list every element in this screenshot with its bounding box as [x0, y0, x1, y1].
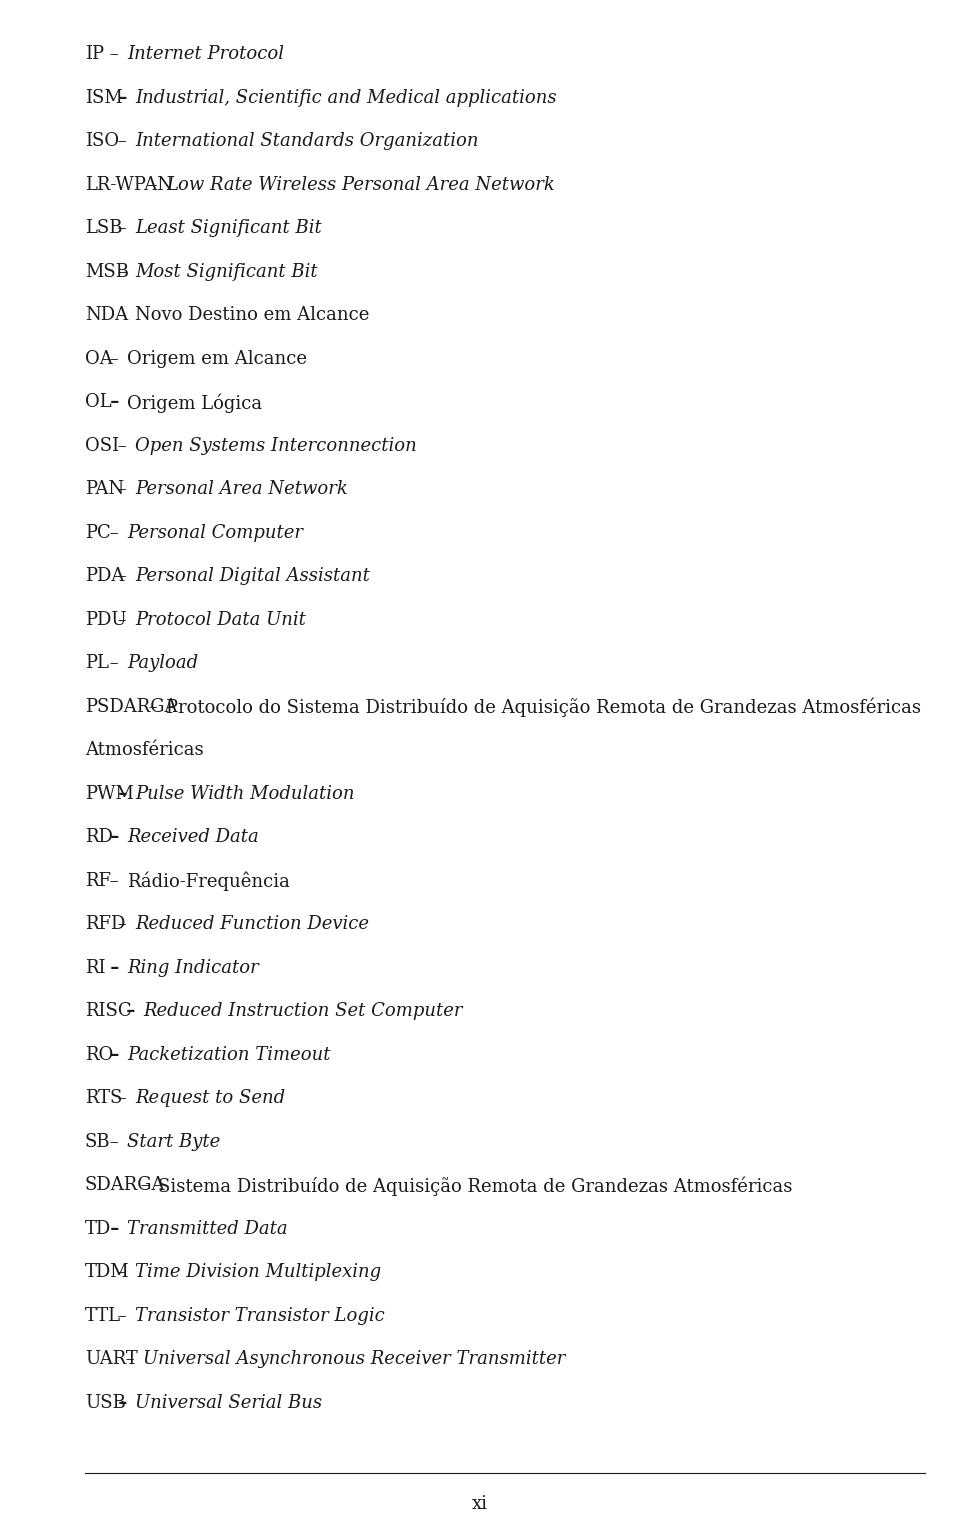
Text: Least Significant Bit: Least Significant Bit [135, 220, 322, 236]
Text: –: – [105, 871, 125, 889]
Text: Rádio-Frequência: Rádio-Frequência [128, 871, 290, 891]
Text: TD: TD [85, 1220, 111, 1238]
Text: TTL: TTL [85, 1306, 121, 1324]
Text: –: – [112, 132, 132, 150]
Text: –: – [112, 436, 132, 454]
Text: PWM: PWM [85, 785, 133, 803]
Text: RO: RO [85, 1045, 113, 1064]
Text: Personal Computer: Personal Computer [128, 524, 303, 541]
Text: Low Rate Wireless Personal Area Network: Low Rate Wireless Personal Area Network [166, 176, 555, 194]
Text: –: – [105, 959, 126, 977]
Text: –: – [112, 306, 132, 324]
Text: Origem Lógica: Origem Lógica [128, 392, 263, 412]
Text: IP: IP [85, 45, 104, 64]
Text: –: – [112, 220, 132, 236]
Text: –: – [112, 915, 132, 933]
Text: RTS: RTS [85, 1089, 122, 1107]
Text: Atmosféricas: Atmosféricas [85, 741, 204, 759]
Text: PSDARGA: PSDARGA [85, 697, 178, 715]
Text: Reduced Function Device: Reduced Function Device [135, 915, 370, 933]
Text: –: – [105, 392, 126, 411]
Text: Received Data: Received Data [128, 829, 259, 845]
Text: PDA: PDA [85, 567, 125, 585]
Text: –: – [105, 45, 125, 64]
Text: RF: RF [85, 871, 111, 889]
Text: –: – [105, 829, 126, 845]
Text: –: – [143, 697, 163, 715]
Text: –: – [120, 1001, 141, 1020]
Text: Payload: Payload [128, 654, 199, 673]
Text: Sistema Distribuído de Aquisição Remota de Grandezas Atmosféricas: Sistema Distribuído de Aquisição Remota … [158, 1176, 793, 1195]
Text: –: – [112, 480, 132, 498]
Text: Internet Protocol: Internet Protocol [128, 45, 284, 64]
Text: Novo Destino em Alcance: Novo Destino em Alcance [135, 306, 370, 324]
Text: Universal Asynchronous Receiver Transmitter: Universal Asynchronous Receiver Transmit… [143, 1350, 565, 1368]
Text: –: – [112, 785, 133, 803]
Text: –: – [112, 1089, 132, 1107]
Text: Personal Digital Assistant: Personal Digital Assistant [135, 567, 370, 585]
Text: ISO: ISO [85, 132, 119, 150]
Text: –: – [105, 524, 125, 541]
Text: Pulse Width Modulation: Pulse Width Modulation [135, 785, 354, 803]
Text: PC: PC [85, 524, 110, 541]
Text: International Standards Organization: International Standards Organization [135, 132, 479, 150]
Text: –: – [105, 350, 125, 368]
Text: TDM: TDM [85, 1264, 130, 1282]
Text: –: – [105, 1045, 126, 1064]
Text: –: – [143, 176, 163, 194]
Text: –: – [112, 611, 132, 629]
Text: UART: UART [85, 1350, 137, 1368]
Text: PL: PL [85, 654, 108, 673]
Text: Reduced Instruction Set Computer: Reduced Instruction Set Computer [143, 1001, 463, 1020]
Text: Ring Indicator: Ring Indicator [128, 959, 259, 977]
Text: –: – [105, 654, 125, 673]
Text: MSB: MSB [85, 262, 129, 280]
Text: RISC: RISC [85, 1001, 132, 1020]
Text: Time Division Multiplexing: Time Division Multiplexing [135, 1264, 381, 1282]
Text: –: – [112, 567, 132, 585]
Text: ISM: ISM [85, 88, 123, 106]
Text: RI: RI [85, 959, 106, 977]
Text: –: – [105, 1220, 126, 1238]
Text: –: – [135, 1176, 156, 1194]
Text: LR-WPAN: LR-WPAN [85, 176, 173, 194]
Text: RD: RD [85, 829, 113, 845]
Text: Industrial, Scientific and Medical applications: Industrial, Scientific and Medical appli… [135, 88, 557, 106]
Text: Protocol Data Unit: Protocol Data Unit [135, 611, 306, 629]
Text: –: – [112, 88, 133, 106]
Text: –: – [112, 1306, 132, 1324]
Text: –: – [120, 1350, 140, 1368]
Text: OL: OL [85, 392, 111, 411]
Text: SDARGA: SDARGA [85, 1176, 165, 1194]
Text: Transistor Transistor Logic: Transistor Transistor Logic [135, 1306, 385, 1324]
Text: USB: USB [85, 1394, 126, 1412]
Text: –: – [105, 1133, 125, 1150]
Text: Packetization Timeout: Packetization Timeout [128, 1045, 331, 1064]
Text: OA: OA [85, 350, 112, 368]
Text: Personal Area Network: Personal Area Network [135, 480, 348, 498]
Text: xi: xi [472, 1495, 488, 1513]
Text: Origem em Alcance: Origem em Alcance [128, 350, 307, 368]
Text: Protocolo do Sistema Distribuído de Aquisição Remota de Grandezas Atmosféricas: Protocolo do Sistema Distribuído de Aqui… [166, 697, 921, 717]
Text: Universal Serial Bus: Universal Serial Bus [135, 1394, 323, 1412]
Text: Open Systems Interconnection: Open Systems Interconnection [135, 436, 417, 454]
Text: PDU: PDU [85, 611, 127, 629]
Text: RFD: RFD [85, 915, 126, 933]
Text: –: – [112, 1264, 132, 1282]
Text: –: – [112, 262, 132, 280]
Text: PAN: PAN [85, 480, 124, 498]
Text: Most Significant Bit: Most Significant Bit [135, 262, 318, 280]
Text: –: – [112, 1394, 133, 1412]
Text: Start Byte: Start Byte [128, 1133, 221, 1150]
Text: LSB: LSB [85, 220, 123, 236]
Text: Request to Send: Request to Send [135, 1089, 285, 1107]
Text: Transmitted Data: Transmitted Data [128, 1220, 288, 1238]
Text: SB: SB [85, 1133, 110, 1150]
Text: NDA: NDA [85, 306, 128, 324]
Text: OSI: OSI [85, 436, 119, 454]
